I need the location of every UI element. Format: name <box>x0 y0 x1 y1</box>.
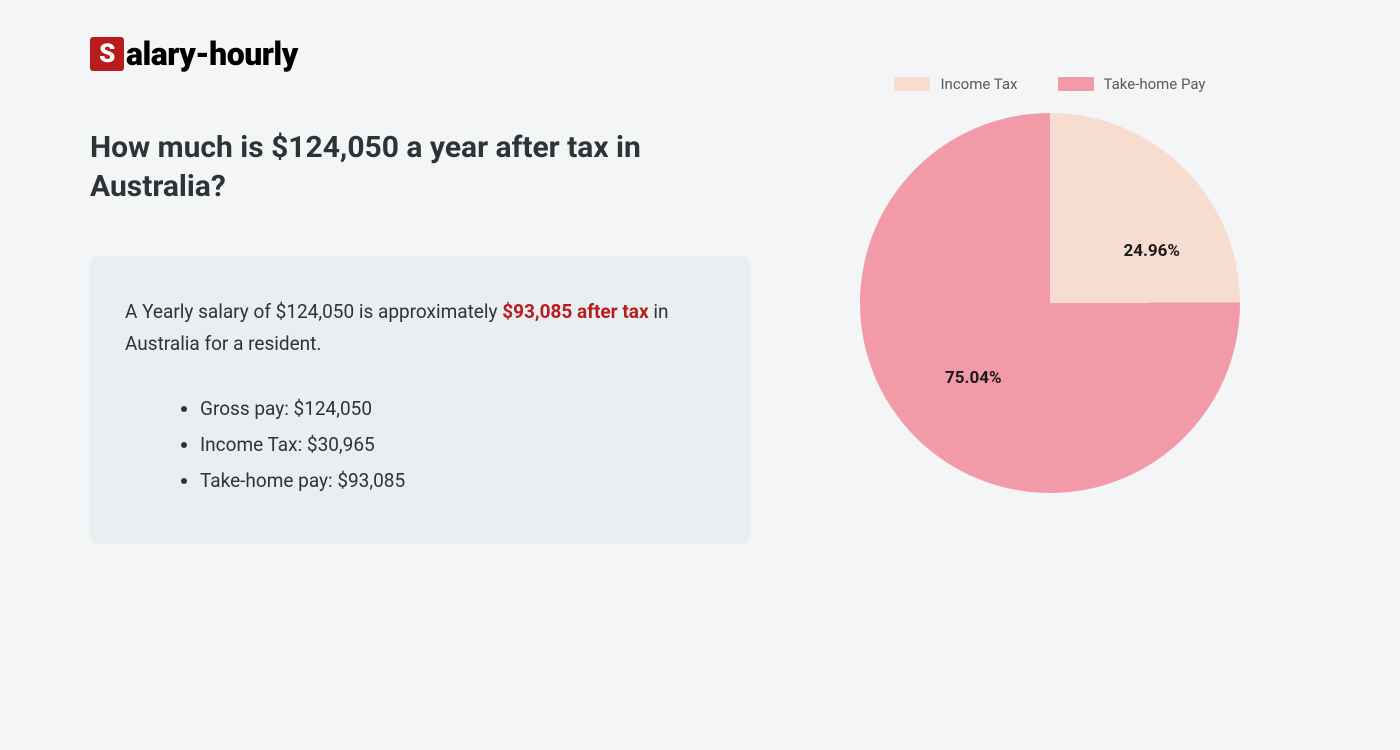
left-column: Salary-hourly How much is $124,050 a yea… <box>90 35 750 544</box>
info-card: A Yearly salary of $124,050 is approxima… <box>90 256 750 544</box>
chart-legend: Income Tax Take-home Pay <box>830 75 1270 93</box>
legend-label-takehome: Take-home Pay <box>1104 75 1206 93</box>
list-item: Gross pay: $124,050 <box>200 391 715 427</box>
legend-item-takehome: Take-home Pay <box>1058 75 1206 93</box>
details-list: Gross pay: $124,050 Income Tax: $30,965 … <box>125 391 715 499</box>
pie-label-tax: 24.96% <box>1123 241 1180 261</box>
list-item: Take-home pay: $93,085 <box>200 463 715 499</box>
logo-icon: S <box>90 37 124 71</box>
site-logo: Salary-hourly <box>90 35 750 73</box>
right-column: Income Tax Take-home Pay 24.96% 75.04% <box>830 35 1270 544</box>
page-title: How much is $124,050 a year after tax in… <box>90 128 750 206</box>
summary-prefix: A Yearly salary of $124,050 is approxima… <box>125 300 502 323</box>
pie-chart <box>860 113 1240 493</box>
logo-text: alary-hourly <box>126 35 298 73</box>
legend-label-tax: Income Tax <box>940 75 1017 93</box>
pie-chart-wrapper: 24.96% 75.04% <box>860 113 1240 493</box>
summary-text: A Yearly salary of $124,050 is approxima… <box>125 296 715 361</box>
legend-item-tax: Income Tax <box>894 75 1017 93</box>
summary-highlight: $93,085 after tax <box>502 300 648 323</box>
pie-label-takehome: 75.04% <box>945 368 1002 388</box>
list-item: Income Tax: $30,965 <box>200 427 715 463</box>
main-container: Salary-hourly How much is $124,050 a yea… <box>90 35 1310 544</box>
legend-swatch-tax <box>894 77 930 91</box>
legend-swatch-takehome <box>1058 77 1094 91</box>
